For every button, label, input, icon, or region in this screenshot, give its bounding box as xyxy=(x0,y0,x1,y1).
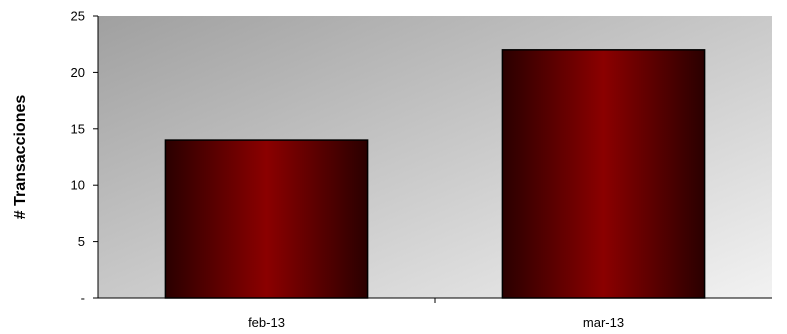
x-tick-label: mar-13 xyxy=(583,315,624,330)
x-tick-label: feb-13 xyxy=(248,315,285,330)
bar-feb-13 xyxy=(164,139,369,299)
y-tick-label: 15 xyxy=(71,121,85,136)
bars-group xyxy=(164,49,706,299)
y-axis-title: # Transacciones xyxy=(12,95,29,220)
x-ticks: feb-13 mar-13 xyxy=(248,298,624,330)
axes: - 5 10 15 20 25 feb-13 mar-13 xyxy=(71,9,772,330)
bar-mar-13 xyxy=(501,49,706,299)
y-tick-label: 10 xyxy=(71,178,85,193)
y-tick-label: 5 xyxy=(78,234,85,249)
y-tick-label: 20 xyxy=(71,65,85,80)
y-tick-label: - xyxy=(81,291,85,306)
y-ticks: - 5 10 15 20 25 xyxy=(71,9,98,306)
y-tick-label: 25 xyxy=(71,9,85,24)
